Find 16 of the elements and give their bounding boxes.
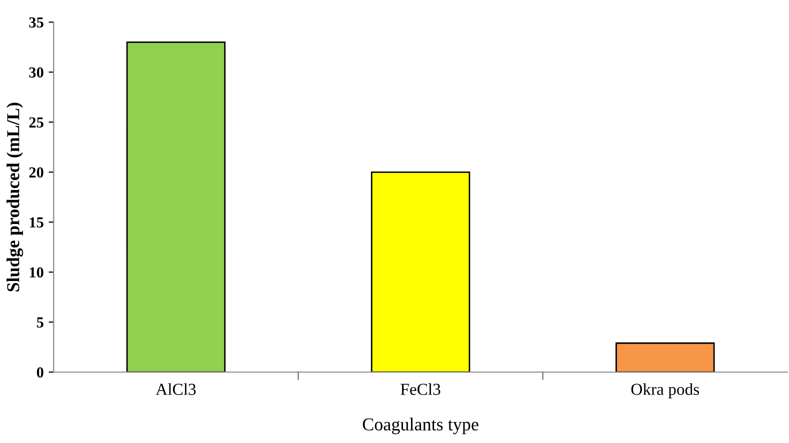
x-tick-label: FeCl3 [400, 383, 440, 395]
y-axis-title: Sludge produced (mL/L) [6, 102, 24, 292]
x-tick-label: AlCl3 [156, 383, 196, 395]
y-tick-label: 20 [29, 167, 44, 178]
y-tick-label: 5 [36, 317, 44, 328]
y-tick-label: 0 [36, 367, 44, 378]
bar [370, 171, 470, 372]
bar [126, 41, 226, 372]
y-tick-label: 10 [30, 267, 44, 278]
y-tick-label: 15 [30, 217, 44, 228]
y-tick-label: 30 [29, 67, 44, 78]
x-tick-label: Okra pods [631, 383, 700, 398]
bar [616, 342, 715, 372]
x-axis-title: Coagulants type [362, 418, 478, 434]
y-tick-label: 25 [29, 117, 44, 128]
y-tick-label: 35 [29, 17, 44, 28]
